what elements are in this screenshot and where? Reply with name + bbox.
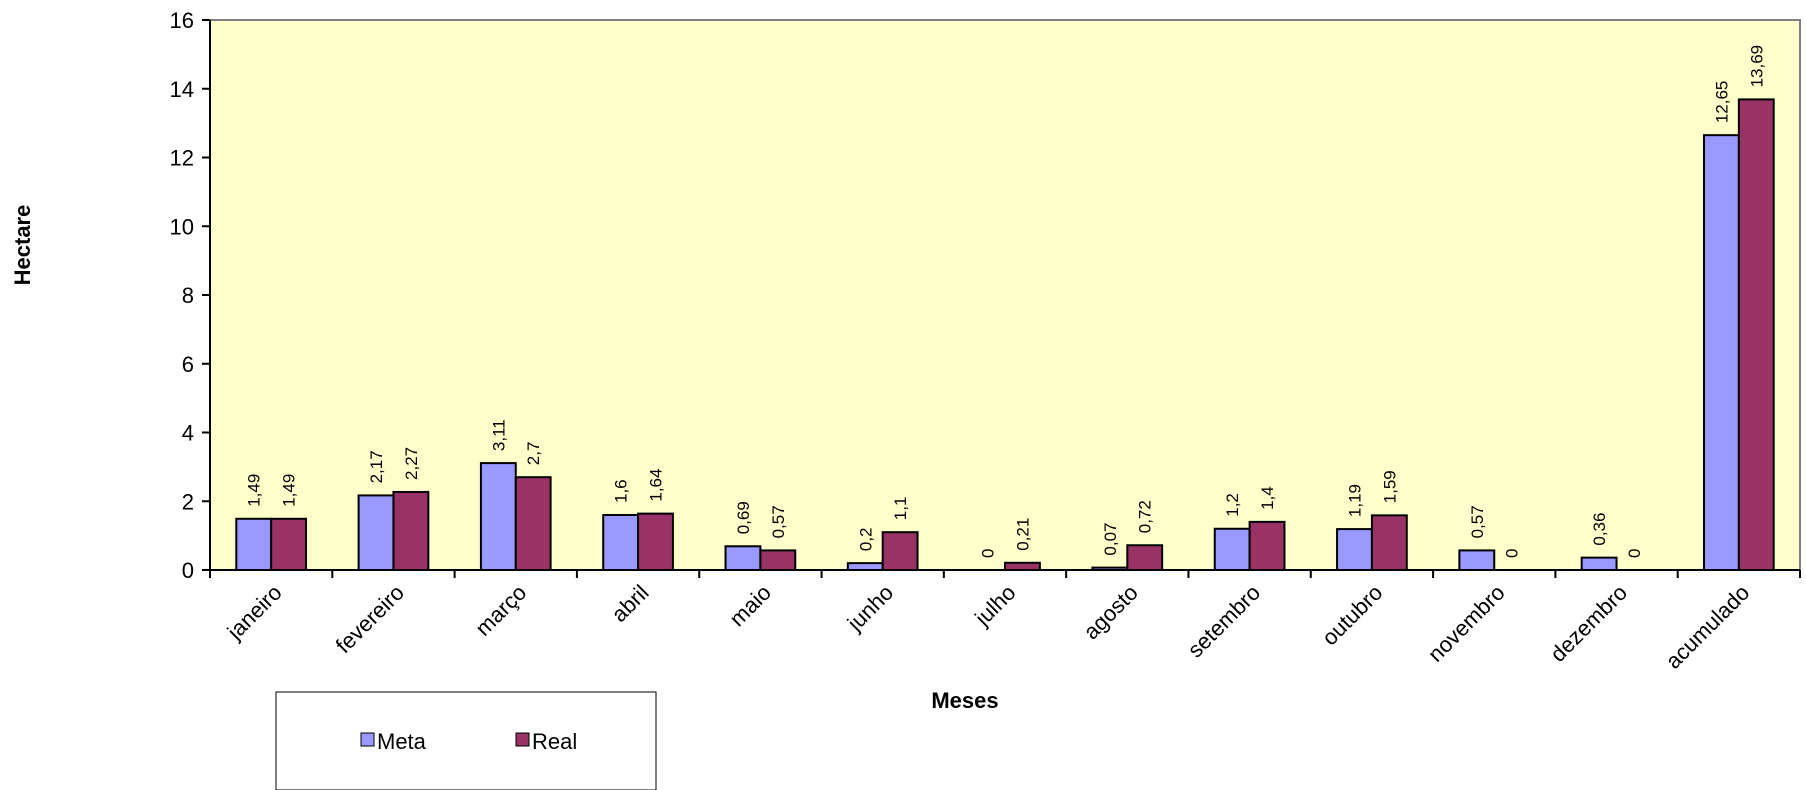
data-label-meta: 0,36 <box>1590 513 1609 546</box>
x-tick-label: outubro <box>1317 580 1387 650</box>
x-tick-label: maio <box>725 580 776 631</box>
bar-meta <box>1213 527 1251 571</box>
data-label-meta: 1,49 <box>245 474 264 507</box>
y-tick-label: 0 <box>182 558 194 583</box>
legend: Meta Real <box>275 691 657 790</box>
x-tick-label: junho <box>842 580 898 636</box>
bar-real <box>514 476 552 571</box>
data-label-real: 1,59 <box>1380 470 1399 503</box>
bar-meta <box>846 562 884 571</box>
data-label-meta: 1,19 <box>1345 484 1364 517</box>
x-tick-label: abril <box>607 580 654 627</box>
y-tick-label: 6 <box>182 352 194 377</box>
bar-meta <box>1702 134 1740 571</box>
y-axis-ticks: 0 2 4 6 8 10 12 14 16 <box>170 8 210 583</box>
legend-swatch-meta <box>360 732 375 747</box>
legend-swatch-real <box>515 732 530 747</box>
bar-real <box>881 531 919 571</box>
data-label-meta: 1,6 <box>612 479 631 503</box>
data-label-real: 1,64 <box>647 469 666 502</box>
bar-meta <box>479 462 517 571</box>
legend-box <box>275 691 657 790</box>
data-label-real: 2,27 <box>402 447 421 480</box>
bars <box>235 98 1775 571</box>
data-label-real: 0 <box>1503 549 1522 558</box>
data-labels: 1,49 1,49 2,17 2,27 3,11 2,7 1,6 1,64 0,69 0,57 0,… <box>245 45 1767 558</box>
x-tick-label: acumulado <box>1661 580 1755 674</box>
bar-real <box>392 490 430 571</box>
x-tick-label: março <box>470 580 531 641</box>
y-axis-title: Hectare <box>10 205 35 286</box>
bar-meta <box>357 494 395 571</box>
legend-label-real: Real <box>532 729 577 754</box>
bar-real <box>1248 520 1286 571</box>
bar-real <box>1126 544 1164 571</box>
bar-real <box>270 517 308 571</box>
bar-meta <box>1458 549 1496 571</box>
bar-meta <box>235 517 273 571</box>
data-label-meta: 12,65 <box>1712 81 1731 124</box>
data-label-real: 0,72 <box>1136 500 1155 533</box>
bar-real <box>1737 98 1775 571</box>
data-label-real: 1,49 <box>280 474 299 507</box>
bar-real <box>1370 514 1408 571</box>
bar-meta <box>1580 556 1618 571</box>
data-label-meta: 0,57 <box>1468 505 1487 538</box>
y-tick-label: 14 <box>170 77 194 102</box>
data-label-meta: 0,2 <box>856 527 875 551</box>
plot-area <box>209 19 1801 571</box>
x-tick-label: agosto <box>1078 580 1142 644</box>
bar-real <box>637 512 674 571</box>
data-label-meta: 0 <box>979 549 998 558</box>
y-tick-label: 12 <box>170 146 194 171</box>
data-label-real: 2,7 <box>524 442 543 466</box>
bar-real <box>759 549 797 571</box>
y-tick-label: 2 <box>182 489 194 514</box>
data-label-meta: 1,2 <box>1223 493 1242 517</box>
bar-meta <box>724 545 762 571</box>
bar-real <box>1004 561 1041 571</box>
data-label-real: 0 <box>1625 549 1644 558</box>
data-label-real: 13,69 <box>1747 45 1766 88</box>
bar-meta <box>1336 528 1373 571</box>
data-label-meta: 0,69 <box>734 501 753 534</box>
data-label-meta: 2,17 <box>367 450 386 483</box>
x-tick-label: novembro <box>1423 580 1510 667</box>
data-label-meta: 0,07 <box>1101 523 1120 556</box>
y-tick-label: 10 <box>170 214 194 239</box>
y-tick-label: 4 <box>182 421 194 446</box>
x-tick-label: fevereiro <box>331 580 409 658</box>
x-axis-ticks: janeiro fevereiro março abril maio junho julho… <box>209 570 1801 674</box>
data-label-real: 1,4 <box>1258 486 1277 510</box>
bar-meta <box>602 514 640 571</box>
x-tick-label: julho <box>969 580 1020 631</box>
y-tick-label: 16 <box>170 8 194 33</box>
data-label-real: 1,1 <box>891 497 910 521</box>
x-tick-label: janeiro <box>222 580 287 645</box>
data-label-meta: 3,11 <box>489 419 508 451</box>
data-label-real: 0,21 <box>1013 518 1032 551</box>
legend-label-meta: Meta <box>377 729 427 754</box>
x-tick-label: dezembro <box>1545 580 1632 667</box>
x-axis-title: Meses <box>931 688 998 713</box>
data-label-real: 0,57 <box>769 505 788 538</box>
x-tick-label: setembro <box>1183 580 1266 663</box>
y-tick-label: 8 <box>182 283 194 308</box>
